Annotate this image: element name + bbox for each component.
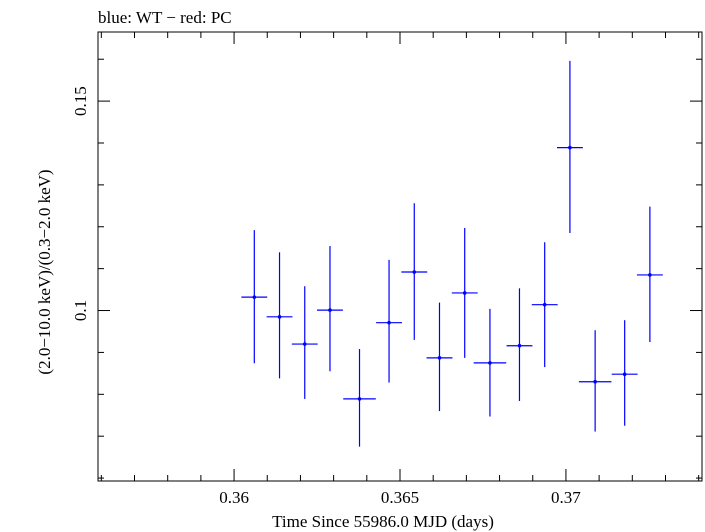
x-tick-label: 0.365 — [381, 488, 419, 507]
data-point — [636, 206, 663, 342]
data-point — [611, 320, 638, 426]
point-marker — [622, 372, 627, 376]
data-point — [578, 330, 612, 432]
point-marker — [517, 343, 522, 348]
data-point — [291, 286, 318, 399]
point-marker — [462, 291, 467, 295]
data-point — [376, 259, 402, 383]
chart-title: blue: WT − red: PC — [98, 8, 232, 27]
data-point — [241, 230, 268, 364]
plot-frame — [97, 31, 703, 482]
point-marker — [437, 356, 442, 360]
point-marker — [648, 273, 652, 277]
point-marker — [412, 270, 417, 274]
data-point — [317, 246, 343, 372]
data-point — [556, 60, 583, 234]
x-axis-label: Time Since 55986.0 MJD (days) — [272, 512, 494, 531]
point-marker — [593, 379, 597, 384]
point-marker — [387, 320, 391, 325]
y-tick-label: 0.15 — [71, 86, 90, 116]
data-point — [266, 252, 293, 379]
data-point — [473, 308, 507, 417]
x-tick-label: 0.37 — [551, 488, 581, 507]
data-point — [401, 203, 428, 340]
y-tick-label: 0.1 — [71, 300, 90, 321]
y-axis-label: (2.0−10.0 keV)/(0.3−2.0 keV) — [35, 169, 54, 374]
point-marker — [357, 397, 362, 401]
point-marker — [568, 145, 572, 150]
data-point — [531, 242, 558, 368]
point-marker — [328, 308, 332, 312]
data-point — [426, 302, 453, 412]
x-axis-ticks: 0.36 0.365 0.37 — [100, 32, 700, 507]
y-axis-ticks: 0.1 0.15 — [71, 58, 702, 479]
point-marker — [277, 315, 282, 319]
point-marker — [302, 342, 307, 346]
data-point — [506, 288, 533, 402]
point-marker — [252, 295, 257, 299]
x-tick-label: 0.36 — [219, 488, 249, 507]
point-marker — [488, 361, 492, 365]
data-point — [343, 349, 376, 447]
point-marker — [542, 302, 547, 307]
data-point — [451, 228, 478, 358]
data-points — [241, 60, 663, 447]
